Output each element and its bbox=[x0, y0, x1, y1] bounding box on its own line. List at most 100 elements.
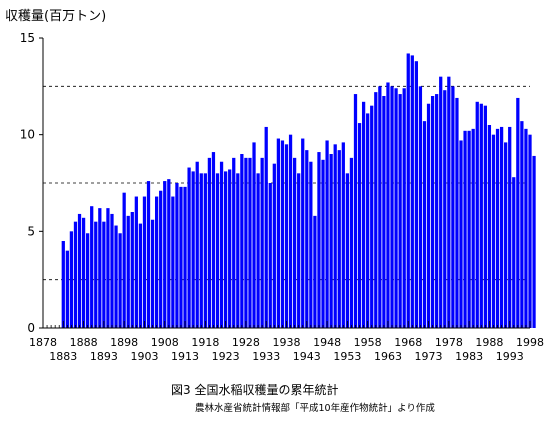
bar-1993 bbox=[508, 126, 512, 328]
x-tick-label-1993: 1993 bbox=[496, 350, 524, 363]
bar-1895 bbox=[110, 213, 114, 328]
x-tick-label-1883: 1883 bbox=[49, 350, 77, 363]
x-tick-label-1988: 1988 bbox=[475, 336, 503, 349]
bar-1920 bbox=[211, 152, 216, 328]
bar-1901 bbox=[134, 196, 138, 328]
bar-1996 bbox=[520, 121, 524, 328]
bar-1942 bbox=[301, 138, 305, 328]
bar-1994 bbox=[512, 177, 516, 328]
y-tick-label-5: 5 bbox=[27, 224, 35, 238]
bar-1982 bbox=[463, 130, 467, 328]
bar-1884 bbox=[65, 250, 69, 328]
bar-1891 bbox=[94, 221, 98, 328]
bar-1903 bbox=[142, 196, 147, 328]
bar-1979 bbox=[451, 86, 455, 328]
bar-1956 bbox=[357, 123, 362, 328]
x-tick-label-1938: 1938 bbox=[273, 336, 301, 349]
bar-1934 bbox=[268, 183, 272, 328]
bar-1925 bbox=[232, 157, 236, 328]
bar-1992 bbox=[504, 142, 508, 328]
bar-1965 bbox=[394, 88, 398, 329]
x-tick-label-1933: 1933 bbox=[252, 350, 280, 363]
bar-1964 bbox=[390, 86, 394, 328]
bar-1923 bbox=[223, 171, 228, 328]
bar-1955 bbox=[353, 94, 358, 328]
bar-1914 bbox=[187, 167, 191, 328]
bar-1945 bbox=[313, 215, 317, 328]
bar-1909 bbox=[167, 179, 171, 328]
bar-1963 bbox=[386, 82, 390, 328]
x-tick-label-1948: 1948 bbox=[313, 336, 341, 349]
bar-1998 bbox=[528, 134, 532, 328]
bar-1983 bbox=[467, 130, 471, 328]
bar-1910 bbox=[171, 196, 175, 328]
bar-1937 bbox=[280, 140, 285, 328]
bar-1898 bbox=[122, 192, 126, 328]
bar-1991 bbox=[499, 126, 504, 328]
bar-1954 bbox=[349, 157, 354, 328]
bar-1949 bbox=[329, 154, 333, 328]
bar-1978 bbox=[447, 76, 451, 329]
chart-source: 農林水産省統計情報部「平成10年産作物統計」より作成 bbox=[195, 402, 435, 414]
y-tick-label-15: 15 bbox=[20, 31, 35, 45]
bar-1976 bbox=[439, 76, 443, 329]
bar-1973 bbox=[426, 103, 431, 328]
bar-1950 bbox=[333, 144, 337, 328]
bar-1957 bbox=[361, 101, 366, 328]
bar-1928 bbox=[244, 157, 248, 328]
bar-1885 bbox=[69, 231, 74, 328]
x-tick-label-1968: 1968 bbox=[394, 336, 422, 349]
bar-1952 bbox=[341, 142, 345, 328]
bar-1912 bbox=[179, 186, 183, 328]
bar-1889 bbox=[86, 233, 90, 328]
bar-1899 bbox=[126, 215, 130, 328]
bar-1893 bbox=[102, 221, 106, 328]
bar-1977 bbox=[443, 90, 447, 328]
bar-1970 bbox=[414, 61, 418, 328]
x-tick-label-1963: 1963 bbox=[374, 350, 402, 363]
x-tick-label-1913: 1913 bbox=[171, 350, 199, 363]
x-tick-label-1958: 1958 bbox=[354, 336, 382, 349]
bar-1975 bbox=[435, 94, 439, 328]
chart-title: 図3 全国水稲収穫量の累年統計 bbox=[171, 382, 338, 397]
bar-1890 bbox=[90, 206, 94, 328]
bar-1986 bbox=[479, 103, 483, 328]
x-tick-label-1878: 1878 bbox=[29, 336, 57, 349]
x-tick-label-1978: 1978 bbox=[435, 336, 463, 349]
bar-1919 bbox=[207, 157, 212, 328]
x-tick-label-1888: 1888 bbox=[70, 336, 98, 349]
bar-1906 bbox=[155, 196, 159, 328]
bar-1960 bbox=[374, 92, 378, 328]
bar-1947 bbox=[321, 159, 325, 328]
x-tick-label-1923: 1923 bbox=[212, 350, 240, 363]
bar-1988 bbox=[487, 125, 492, 328]
x-tick-label-1983: 1983 bbox=[455, 350, 483, 363]
x-tick-label-1928: 1928 bbox=[232, 336, 260, 349]
bar-1974 bbox=[430, 96, 435, 328]
bar-1943 bbox=[305, 150, 309, 328]
bar-1962 bbox=[382, 96, 386, 328]
bar-1894 bbox=[106, 208, 110, 328]
bar-1892 bbox=[98, 208, 102, 328]
bar-1971 bbox=[418, 86, 423, 328]
bar-1967 bbox=[402, 88, 406, 329]
bar-1913 bbox=[183, 186, 187, 328]
bar-1966 bbox=[398, 94, 402, 328]
x-tick-label-1998: 1998 bbox=[516, 336, 544, 349]
bar-1941 bbox=[297, 173, 301, 328]
x-tick-label-1973: 1973 bbox=[415, 350, 443, 363]
bar-1985 bbox=[475, 101, 479, 328]
bar-1958 bbox=[366, 113, 370, 329]
bar-1907 bbox=[159, 190, 163, 328]
y-axis-label: 収穫量(百万トン) bbox=[5, 9, 106, 24]
bar-1936 bbox=[276, 138, 281, 328]
bar-1969 bbox=[410, 55, 414, 329]
bar-1911 bbox=[175, 183, 179, 328]
bar-1896 bbox=[114, 225, 118, 328]
bar-1981 bbox=[459, 140, 463, 328]
bar-1924 bbox=[228, 169, 232, 328]
bar-1940 bbox=[292, 157, 297, 328]
bar-1915 bbox=[191, 171, 195, 328]
bar-1989 bbox=[491, 134, 496, 328]
